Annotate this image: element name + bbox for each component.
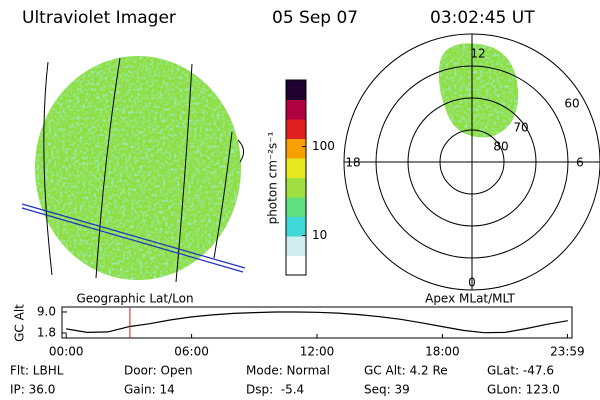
plot-frame: [61, 306, 573, 339]
colorbar-cell: [286, 138, 306, 159]
info-field: Seq: 39: [364, 383, 410, 397]
colorbar-label: photon cm⁻²s⁻¹: [266, 131, 280, 224]
x-tick-label: 06:00: [174, 345, 209, 359]
info-field: IP: 36.0: [10, 383, 55, 397]
colorbar-cell: [286, 216, 306, 237]
time: 03:02:45 UT: [430, 8, 535, 28]
colorbar-tick-label: 100: [312, 139, 335, 153]
info-field: Dsp: -5.4: [246, 383, 304, 397]
polar-image: [343, 33, 600, 291]
left-label: Geographic Lat/Lon: [76, 292, 193, 306]
mlt-label: 18: [345, 156, 360, 170]
info-field: Flt: LBHL: [10, 364, 64, 378]
colorbar-cell: [286, 119, 306, 139]
colorbar-cell: [286, 236, 306, 256]
y-axis-label: GC Alt: [13, 304, 27, 342]
info-field: GC Alt: 4.2 Re: [364, 364, 448, 378]
info-field: Door: Open: [124, 364, 193, 378]
info-field: Mode: Normal: [246, 364, 330, 378]
mlat-label: 60: [564, 97, 579, 111]
x-tick-label: 12:00: [300, 345, 335, 359]
info-field: Gain: 14: [124, 383, 175, 397]
x-tick-label: 18:00: [425, 345, 460, 359]
mlat-label: 70: [513, 121, 528, 135]
colorbar-cell: [286, 177, 306, 198]
colorbar-cell: [286, 99, 306, 120]
x-tick-label: 00:00: [49, 345, 84, 359]
right-label: Apex MLat/MLT: [425, 292, 515, 306]
mlat-label: 80: [493, 140, 508, 154]
mlt-label: 6: [576, 156, 584, 170]
y-tick-label: 1.8: [37, 326, 56, 340]
colorbar-cell: [286, 197, 306, 217]
y-tick-label: 9.0: [37, 304, 56, 318]
colorbar-cell: [286, 80, 306, 100]
info-field: GLon: 123.0: [487, 383, 560, 397]
title: Ultraviolet Imager: [22, 8, 176, 28]
earth-image: [21, 56, 246, 283]
date: 05 Sep 07: [272, 8, 358, 28]
colorbar-cell: [286, 158, 306, 178]
colorbar-tick-label: 10: [312, 228, 327, 242]
mlt-label: 0: [468, 276, 476, 290]
colorbar-cell: [286, 255, 306, 276]
colorbar-frame: [285, 79, 307, 276]
info-field: GLat: -47.6: [487, 364, 554, 378]
x-tick-label: 23:59: [550, 345, 585, 359]
mlt-label: 12: [470, 47, 485, 61]
altitude-line: [66, 311, 568, 334]
